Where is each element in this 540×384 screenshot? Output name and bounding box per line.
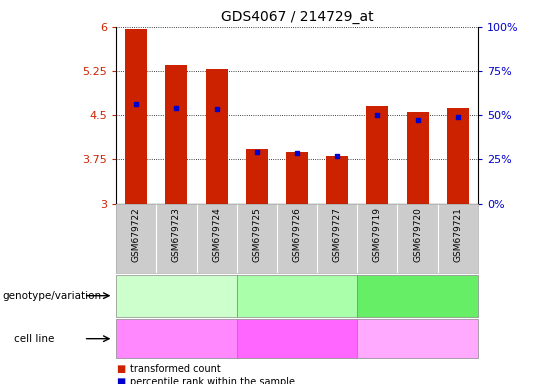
Text: ■: ■ xyxy=(116,364,125,374)
Text: GFP+ and: GFP+ and xyxy=(395,281,440,291)
Text: transformed count: transformed count xyxy=(130,364,220,374)
Bar xyxy=(407,112,429,204)
Text: MDA-MB-231/GFP/Neo: MDA-MB-231/GFP/Neo xyxy=(130,299,223,308)
Text: B6TC hybrid: B6TC hybrid xyxy=(382,332,454,345)
Text: ER negative: ER negative xyxy=(149,281,204,291)
Bar xyxy=(366,106,388,204)
Text: percentile rank within the sample: percentile rank within the sample xyxy=(130,377,295,384)
Bar xyxy=(326,156,348,204)
Bar xyxy=(206,69,228,204)
Text: ZR75: ZR75 xyxy=(281,332,313,345)
Text: GSM679719: GSM679719 xyxy=(373,207,382,262)
Text: cell line: cell line xyxy=(14,334,54,344)
Text: ZR-75-1/GFP/puro: ZR-75-1/GFP/puro xyxy=(260,299,334,308)
Text: GSM679722: GSM679722 xyxy=(132,207,141,262)
Bar xyxy=(286,152,308,204)
Bar xyxy=(125,29,147,204)
Text: GSM679725: GSM679725 xyxy=(252,207,261,262)
Text: GSM679727: GSM679727 xyxy=(333,207,342,262)
Bar xyxy=(447,108,469,204)
Text: GSM679720: GSM679720 xyxy=(413,207,422,262)
Title: GDS4067 / 214729_at: GDS4067 / 214729_at xyxy=(221,10,373,25)
Text: GSM679721: GSM679721 xyxy=(453,207,462,262)
Text: GSM679723: GSM679723 xyxy=(172,207,181,262)
Text: genotype/variation: genotype/variation xyxy=(3,291,102,301)
Text: MDA231: MDA231 xyxy=(152,332,201,345)
Text: estrogen-independent: estrogen-independent xyxy=(370,299,464,308)
Bar xyxy=(246,149,268,204)
Text: GSM679724: GSM679724 xyxy=(212,207,221,262)
Text: ■: ■ xyxy=(116,377,125,384)
Text: ER positive: ER positive xyxy=(272,281,322,291)
Bar xyxy=(165,65,187,204)
Text: GSM679726: GSM679726 xyxy=(293,207,301,262)
